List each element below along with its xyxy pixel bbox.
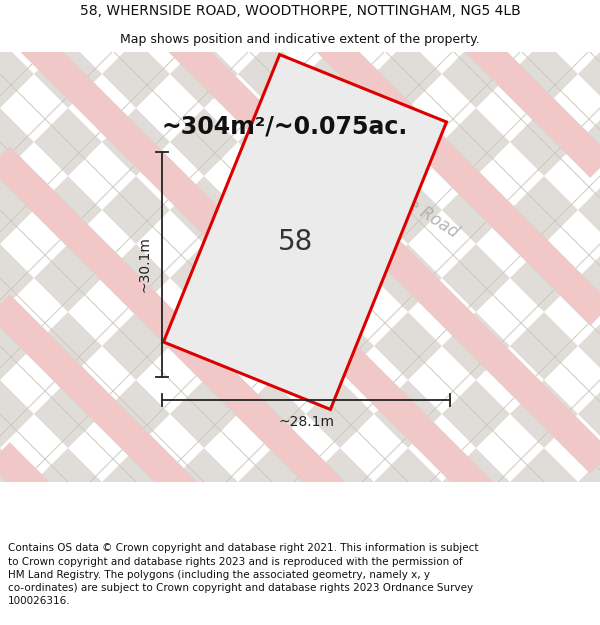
Polygon shape — [442, 312, 510, 380]
Polygon shape — [0, 0, 34, 40]
Text: ~28.1m: ~28.1m — [278, 415, 334, 429]
Polygon shape — [34, 244, 102, 312]
Polygon shape — [238, 312, 306, 380]
Polygon shape — [170, 108, 238, 176]
Polygon shape — [306, 0, 374, 40]
Text: Contains OS data © Crown copyright and database right 2021. This information is : Contains OS data © Crown copyright and d… — [8, 544, 478, 606]
Polygon shape — [510, 108, 578, 176]
Polygon shape — [102, 40, 170, 108]
Polygon shape — [102, 312, 170, 380]
Polygon shape — [170, 448, 238, 516]
Polygon shape — [170, 0, 238, 40]
Polygon shape — [0, 312, 34, 380]
Polygon shape — [374, 0, 442, 40]
Text: 58: 58 — [277, 228, 313, 256]
Polygon shape — [510, 244, 578, 312]
Polygon shape — [102, 448, 170, 516]
Polygon shape — [34, 380, 102, 448]
Polygon shape — [578, 312, 600, 380]
Polygon shape — [238, 0, 306, 40]
Polygon shape — [34, 40, 102, 108]
Polygon shape — [34, 176, 102, 244]
Polygon shape — [0, 516, 34, 584]
Polygon shape — [578, 40, 600, 108]
Polygon shape — [374, 108, 442, 176]
Polygon shape — [578, 244, 600, 312]
Polygon shape — [306, 448, 374, 516]
Text: Map shows position and indicative extent of the property.: Map shows position and indicative extent… — [120, 32, 480, 46]
Polygon shape — [0, 40, 34, 108]
Polygon shape — [0, 448, 34, 516]
Text: ~304m²/~0.075ac.: ~304m²/~0.075ac. — [162, 115, 408, 139]
Polygon shape — [442, 448, 510, 516]
Polygon shape — [102, 0, 170, 40]
Polygon shape — [510, 312, 578, 380]
Polygon shape — [306, 176, 374, 244]
Polygon shape — [374, 176, 442, 244]
Polygon shape — [0, 108, 34, 176]
Polygon shape — [306, 40, 374, 108]
Polygon shape — [102, 380, 170, 448]
Polygon shape — [442, 40, 510, 108]
Polygon shape — [442, 244, 510, 312]
Polygon shape — [306, 312, 374, 380]
Polygon shape — [238, 516, 306, 584]
Polygon shape — [374, 244, 442, 312]
Polygon shape — [306, 380, 374, 448]
Polygon shape — [306, 516, 374, 584]
Polygon shape — [306, 244, 374, 312]
Polygon shape — [238, 380, 306, 448]
Polygon shape — [578, 516, 600, 584]
Polygon shape — [170, 244, 238, 312]
Polygon shape — [170, 516, 238, 584]
Polygon shape — [102, 108, 170, 176]
Polygon shape — [34, 448, 102, 516]
Polygon shape — [170, 312, 238, 380]
Polygon shape — [510, 380, 578, 448]
Polygon shape — [238, 176, 306, 244]
Polygon shape — [238, 244, 306, 312]
Polygon shape — [0, 176, 34, 244]
Polygon shape — [238, 108, 306, 176]
Polygon shape — [578, 176, 600, 244]
Polygon shape — [510, 176, 578, 244]
Polygon shape — [170, 380, 238, 448]
Polygon shape — [510, 0, 578, 40]
Polygon shape — [510, 516, 578, 584]
Polygon shape — [374, 448, 442, 516]
Polygon shape — [578, 380, 600, 448]
Polygon shape — [578, 0, 600, 40]
Polygon shape — [102, 516, 170, 584]
Polygon shape — [170, 176, 238, 244]
Polygon shape — [170, 40, 238, 108]
Text: ~30.1m: ~30.1m — [137, 236, 151, 292]
Polygon shape — [0, 380, 34, 448]
Polygon shape — [34, 516, 102, 584]
Polygon shape — [374, 312, 442, 380]
Polygon shape — [34, 108, 102, 176]
Polygon shape — [102, 176, 170, 244]
Polygon shape — [510, 448, 578, 516]
Polygon shape — [306, 108, 374, 176]
Polygon shape — [374, 40, 442, 108]
Text: 58, WHERNSIDE ROAD, WOODTHORPE, NOTTINGHAM, NG5 4LB: 58, WHERNSIDE ROAD, WOODTHORPE, NOTTINGH… — [80, 4, 520, 19]
Text: Whernside Road: Whernside Road — [338, 152, 462, 242]
Polygon shape — [374, 380, 442, 448]
Polygon shape — [238, 40, 306, 108]
Polygon shape — [34, 0, 102, 40]
Polygon shape — [442, 0, 510, 40]
Polygon shape — [442, 516, 510, 584]
Polygon shape — [163, 54, 446, 409]
Polygon shape — [34, 312, 102, 380]
Polygon shape — [578, 448, 600, 516]
Polygon shape — [578, 108, 600, 176]
Polygon shape — [0, 244, 34, 312]
Polygon shape — [238, 448, 306, 516]
Polygon shape — [442, 380, 510, 448]
Polygon shape — [510, 40, 578, 108]
Polygon shape — [442, 108, 510, 176]
Polygon shape — [102, 244, 170, 312]
Polygon shape — [374, 516, 442, 584]
Polygon shape — [442, 176, 510, 244]
